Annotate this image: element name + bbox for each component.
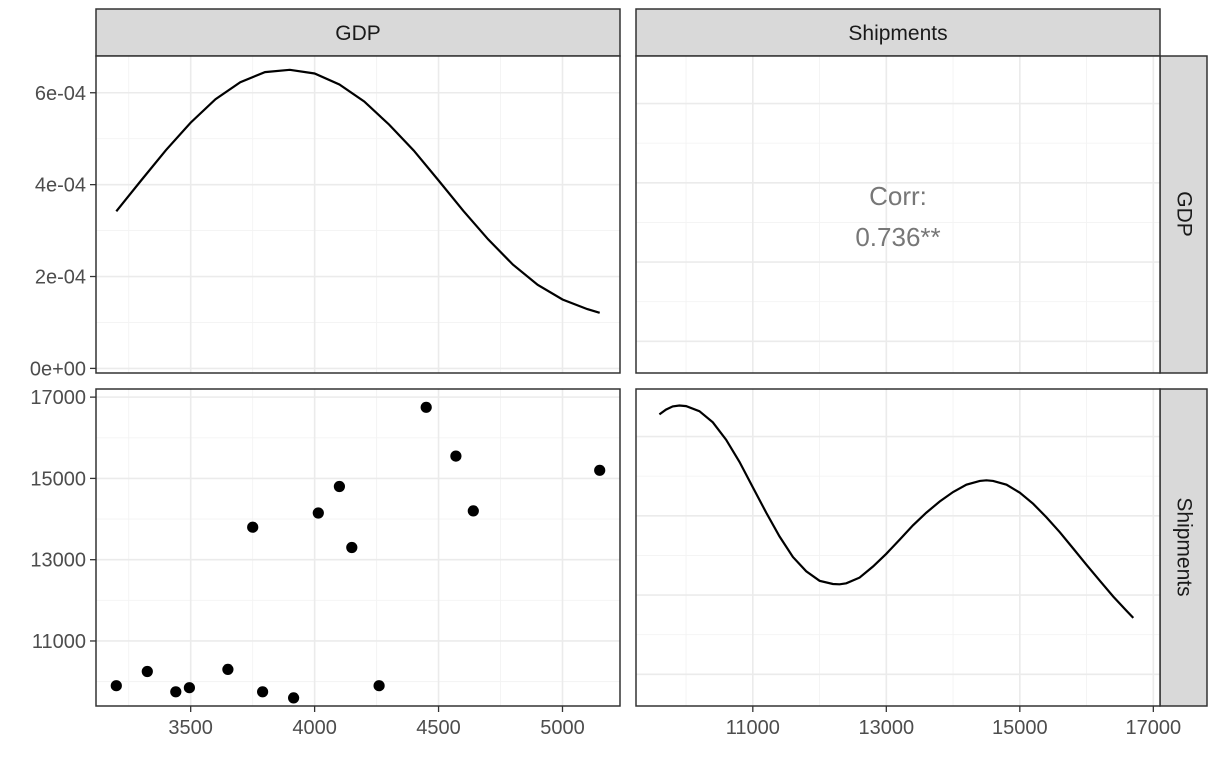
scatter-point-7 [257, 686, 269, 698]
top-strip-gdp-label: GDP [335, 22, 381, 45]
scatter-point-16 [594, 464, 606, 476]
panel-correlation [635, 55, 1161, 374]
y-tick-label-density: 2e-04 [35, 267, 86, 289]
x-tick-label-gdp: 4500 [416, 717, 461, 739]
y-tick-label-shipments: 15000 [30, 468, 86, 490]
correlation-label: Corr: [869, 181, 927, 211]
right-strip-shipments-label: Shipments [1172, 497, 1195, 596]
shipments-density-curve [658, 404, 1135, 619]
right-strip-shipments: Shipments [1159, 388, 1208, 707]
right-strip-gdp-label: GDP [1172, 191, 1195, 237]
scatter-point-14 [450, 450, 462, 462]
x-tick-label-shipments: 17000 [1126, 717, 1182, 739]
x-tick-label-shipments: 13000 [859, 717, 915, 739]
y-tick-label-density: 4e-04 [35, 175, 86, 197]
x-tick-label-gdp: 3500 [168, 717, 213, 739]
x-tick-label-shipments: 15000 [992, 717, 1048, 739]
right-strip-gdp: GDP [1159, 55, 1208, 374]
scatter-point-3 [170, 686, 182, 698]
scatter-point-5 [222, 663, 234, 676]
panel-gdp-density [95, 55, 621, 374]
scatter-point-11 [346, 541, 358, 554]
scatter-point-12 [373, 680, 385, 692]
correlation-value: 0.736** [855, 222, 940, 252]
panel-shipments-density [635, 388, 1161, 707]
x-tick-label-gdp: 4000 [292, 717, 337, 739]
top-strip-shipments: Shipments [635, 8, 1161, 57]
scatter-point-9 [312, 507, 324, 519]
axes: 0e+00 2e-04 4e-04 6e-04 11000 13000 15000 17000… [30, 83, 1181, 739]
scatter-point-15 [467, 505, 479, 517]
panel-scatter [95, 388, 621, 707]
y-tick-label-shipments: 11000 [32, 631, 86, 653]
x-tick-label-gdp: 5000 [540, 717, 585, 739]
top-strip-gdp: GDP [95, 8, 621, 57]
y-tick-label-shipments: 13000 [30, 550, 86, 572]
top-strip-shipments-label: Shipments [848, 22, 947, 45]
scatter-point-2 [141, 665, 153, 678]
scatter-point-10 [333, 480, 345, 493]
y-tick-label-density: 6e-04 [35, 83, 86, 105]
x-tick-label-shipments: 11000 [726, 717, 780, 739]
gdp-density-curve [115, 68, 601, 314]
y-tick-label-density: 0e+00 [30, 358, 86, 380]
scatter-point-13 [420, 401, 432, 413]
y-tick-label-shipments: 17000 [30, 387, 86, 409]
scatter-point-8 [288, 692, 300, 704]
scatter-point-4 [183, 682, 195, 694]
scatter-point-6 [247, 521, 259, 533]
scatter-point-1 [110, 680, 122, 692]
